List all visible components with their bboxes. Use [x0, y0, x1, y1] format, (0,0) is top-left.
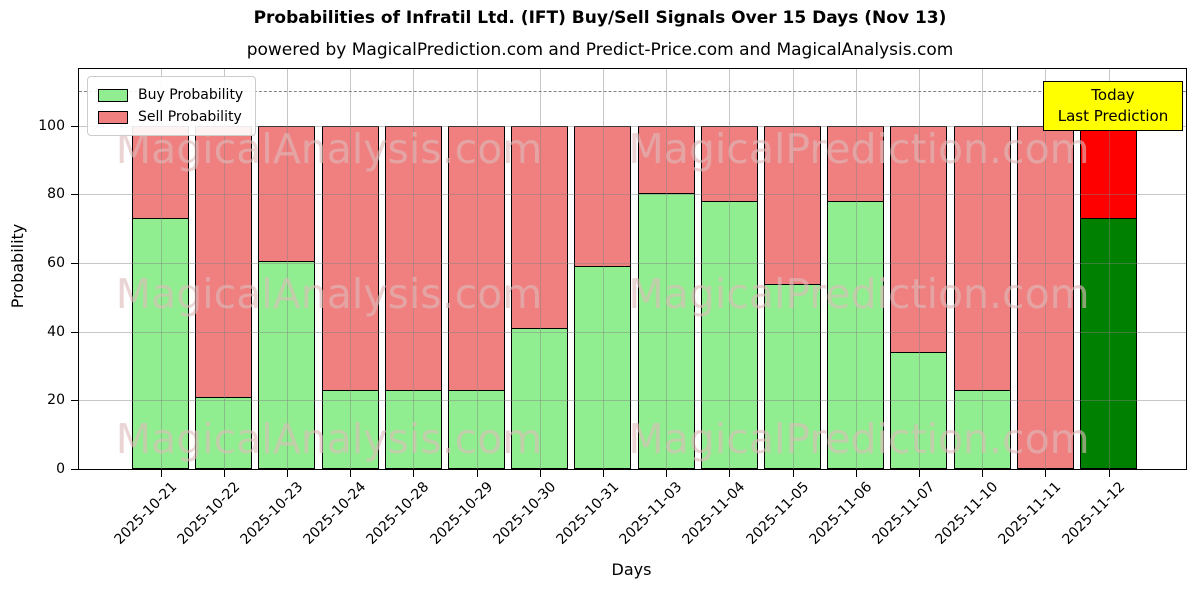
gridline-v: [539, 69, 541, 469]
bar-sell-segment: [953, 125, 1011, 392]
bar-sell-segment: [574, 125, 632, 268]
bar-sell-segment: [1016, 125, 1074, 469]
gridline-v: [855, 69, 857, 469]
bar-sell-segment: [890, 125, 948, 354]
x-tick-mark: [286, 470, 288, 477]
y-tick-mark: [70, 194, 78, 196]
gridline-v: [160, 69, 162, 469]
x-tick-mark: [792, 470, 794, 477]
buy-swatch-icon: [98, 88, 128, 102]
gridline-v: [729, 69, 731, 469]
gridline-v: [350, 69, 352, 469]
bar-sell-segment: [511, 125, 569, 330]
gridline-h: [79, 400, 1186, 402]
gridline-v: [1045, 69, 1047, 469]
gridline-h: [79, 331, 1186, 333]
bar-buy-segment: [132, 218, 189, 469]
bar-sell-segment: [321, 125, 379, 392]
today-annotation-line1: Today: [1091, 86, 1135, 104]
x-tick-mark: [982, 470, 984, 477]
legend-item-buy: Buy Probability: [98, 84, 243, 106]
gridline-v: [223, 69, 225, 469]
y-tick-label: 20: [47, 392, 65, 409]
gridline-v: [982, 69, 984, 469]
sell-swatch-icon: [98, 110, 128, 124]
bar-buy-segment: [637, 192, 695, 469]
bar-buy-segment: [321, 390, 379, 469]
bar-buy-segment: [827, 201, 885, 469]
plot-area: Buy Probability Sell Probability Today L…: [38, 68, 1187, 548]
bar-buy-segment: [1080, 218, 1137, 469]
x-tick-mark: [918, 470, 920, 477]
bar-buy-segment: [764, 283, 821, 469]
gridline-v: [918, 69, 920, 469]
dashed-threshold-line: [79, 91, 1186, 93]
bar-buy-segment: [511, 328, 569, 469]
legend-item-sell: Sell Probability: [98, 106, 243, 128]
gridline-v: [286, 69, 288, 469]
gridline-v: [476, 69, 478, 469]
x-tick-mark: [223, 470, 225, 477]
y-tick-label: 100: [38, 117, 65, 134]
bar-buy-segment: [700, 201, 758, 469]
today-annotation-line2: Last Prediction: [1057, 107, 1169, 125]
bar-buy-segment: [574, 266, 632, 469]
x-tick-mark: [855, 470, 857, 477]
y-tick-mark: [70, 331, 78, 333]
gridline-v: [602, 69, 604, 469]
bar-buy-segment: [890, 352, 948, 469]
legend-label-sell: Sell Probability: [138, 109, 242, 125]
chart-title: Probabilities of Infratil Ltd. (IFT) Buy…: [253, 8, 947, 28]
bar-sell-segment: [700, 125, 758, 203]
gridline-v: [413, 69, 415, 469]
bar-sell-segment: [258, 125, 316, 263]
legend: Buy Probability Sell Probability: [87, 76, 257, 136]
x-tick-mark: [1045, 470, 1047, 477]
bar-sell-segment: [448, 125, 505, 392]
gridline-h: [79, 263, 1186, 264]
y-axis-label: Probability: [8, 223, 27, 309]
x-axis-label: Days: [611, 560, 652, 579]
y-tick-mark: [70, 125, 78, 127]
gridline-v: [1108, 69, 1110, 469]
x-tick-mark: [666, 470, 668, 477]
x-tick-mark: [413, 470, 415, 477]
x-tick-mark: [539, 470, 541, 477]
y-tick-mark: [70, 263, 78, 264]
gridline-v: [792, 69, 794, 469]
bar-buy-segment: [448, 390, 505, 469]
gridline-h: [79, 194, 1186, 196]
y-tick-mark: [70, 400, 78, 402]
y-tick-label: 0: [56, 461, 65, 477]
legend-label-buy: Buy Probability: [138, 87, 244, 103]
x-tick-mark: [476, 470, 478, 477]
x-tick-mark: [160, 470, 162, 477]
bar-sell-segment: [132, 125, 189, 220]
y-tick-label: 60: [47, 255, 65, 271]
bar-sell-segment: [384, 125, 442, 392]
x-tick-mark: [729, 470, 731, 477]
y-tick-label: 80: [47, 186, 65, 203]
today-annotation: Today Last Prediction: [1043, 81, 1183, 131]
x-tick-mark: [350, 470, 352, 477]
y-tick-mark: [70, 469, 78, 470]
bar-buy-segment: [384, 390, 442, 469]
chart-subtitle: powered by MagicalPrediction.com and Pre…: [246, 40, 954, 60]
x-tick-mark: [1108, 470, 1110, 477]
bar-buy-segment: [953, 390, 1011, 469]
gridline-h: [79, 125, 1186, 127]
x-tick-mark: [602, 470, 604, 477]
y-tick-label: 40: [47, 323, 65, 340]
bar-buy-segment: [195, 396, 253, 469]
gridline-v: [666, 69, 668, 469]
bar-buy-segment: [258, 261, 316, 469]
